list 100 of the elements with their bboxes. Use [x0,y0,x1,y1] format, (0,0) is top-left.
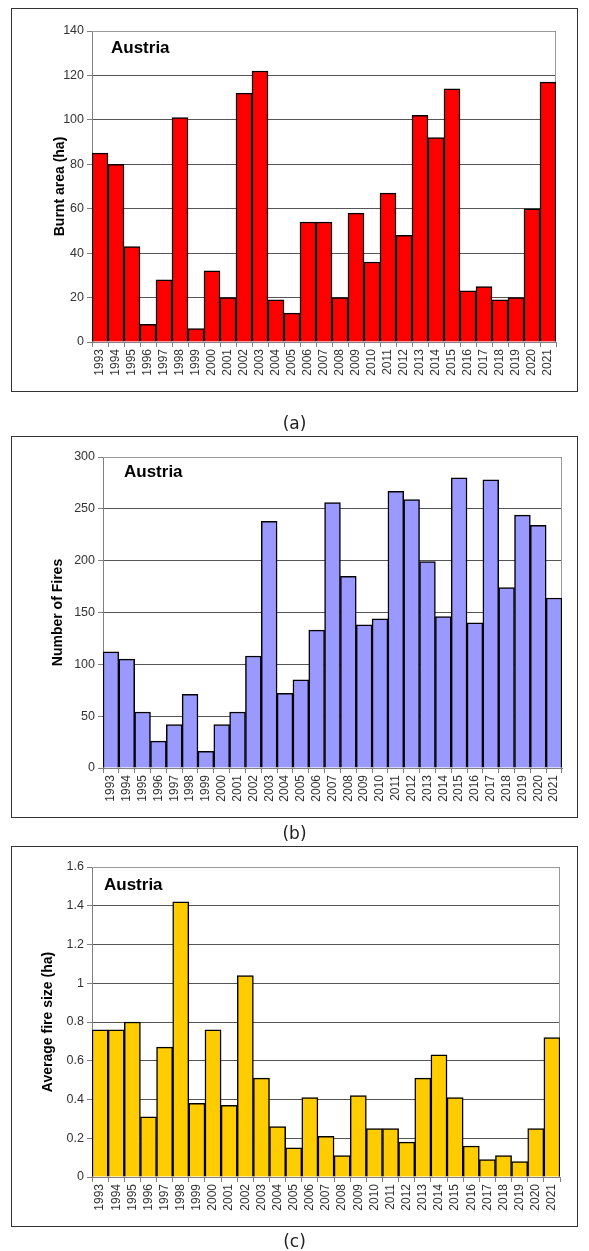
x-tick-label: 2000 [205,1183,220,1211]
x-tick-label: 2001 [220,348,235,376]
x-tick-label: 2003 [253,1183,268,1211]
x-tick-label: 2012 [396,348,411,376]
y-tick-label: 0.4 [66,1091,85,1106]
x-tick-label: 2020 [528,1183,543,1211]
x-tick-label: 1994 [108,1183,123,1211]
x-tick-label: 1998 [182,774,197,802]
x-tick-label: 1996 [140,348,155,376]
x-tick-label: 2014 [431,1183,446,1211]
y-tick-label: 0.8 [66,1014,85,1029]
x-tick-label: 2012 [403,774,418,802]
x-tick-label: 2010 [366,1183,381,1211]
x-tick-label: 2002 [245,774,260,802]
x-tick-label: 1995 [124,348,139,376]
y-tick-label: 300 [74,449,96,464]
x-tick-label: 2018 [492,348,507,376]
x-tick-label: 1995 [134,774,149,802]
x-tick-label: 2015 [447,1183,462,1211]
x-tick-label: 2008 [332,348,347,376]
y-axis-title: Number of Fires [48,558,65,667]
text: (a) [281,412,308,434]
x-tick-label: 2011 [388,774,403,801]
x-tick-label: 1999 [189,1183,204,1211]
x-tick-label: 2016 [467,774,482,802]
x-tick-label: 2012 [399,1183,413,1211]
y-axis-title: Burnt area (ha) [50,136,67,237]
text: (c) [282,1230,307,1251]
x-tick-label: 2004 [268,348,283,376]
y-tick-label: 140 [63,23,85,38]
x-tick-label: 2019 [514,774,529,802]
text: Austria [104,874,164,894]
x-tick-label: 1993 [92,1183,107,1211]
x-tick-label: 2005 [284,348,299,376]
x-tick-label: 2001 [229,774,244,802]
x-tick-label: 2016 [460,348,475,376]
y-tick-label: 1.4 [66,898,85,913]
y-tick-label: 0.6 [66,1053,85,1068]
x-tick-label: 2013 [412,348,427,376]
x-tick-label: 2003 [252,348,267,376]
x-tick-label: 2016 [463,1183,478,1211]
x-tick-label: 2001 [221,1183,236,1211]
x-tick-label: 2011 [382,1183,397,1210]
x-tick-label: 1997 [156,1183,171,1211]
x-tick-label: 2009 [348,348,363,376]
y-tick-label: 50 [81,708,96,723]
y-tick-label: 100 [74,656,96,671]
x-tick-label: 2015 [451,774,466,802]
x-tick-label: 2000 [214,774,229,802]
x-tick-label: 2021 [544,1183,559,1211]
chart-title: Austria [124,461,184,481]
x-tick-label: 2013 [415,1183,430,1211]
x-tick-label: 2006 [308,774,323,802]
x-tick-label: 1997 [166,774,181,802]
x-tick-label: 2021 [546,774,561,802]
x-tick-label: 2010 [372,774,387,802]
x-tick-label: 1997 [156,348,171,376]
x-tick-label: 2018 [495,1183,510,1211]
x-tick-label: 2009 [356,774,371,802]
x-tick-label: 2014 [435,774,450,802]
x-tick-label: 2005 [286,1183,301,1211]
x-tick-label: 1999 [188,348,203,376]
y-tick-label: 1.2 [66,936,85,951]
x-tick-label: 2010 [364,348,379,376]
x-tick-label: 2014 [428,348,443,376]
x-tick-label: 1995 [124,1183,139,1211]
y-tick-label: 100 [63,112,85,127]
x-tick-label: 2020 [524,348,539,376]
x-tick-label: 2017 [479,1183,494,1211]
y-tick-label: 80 [70,156,85,171]
y-tick-label: 0 [77,334,85,349]
y-tick-label: 40 [70,245,85,260]
x-tick-label: 2002 [237,1183,252,1211]
x-tick-label: 2008 [334,1183,349,1211]
x-tick-label: 2017 [483,774,498,802]
x-tick-label: 2013 [419,774,434,802]
y-tick-label: 120 [63,67,85,82]
y-tick-label: 0 [77,1169,85,1184]
y-tick-label: 20 [70,290,85,305]
x-tick-label: 1998 [173,1183,188,1211]
text: (b) [281,822,308,844]
x-tick-label: 2006 [302,1183,317,1211]
x-tick-label: 2004 [277,774,292,802]
x-tick-label: 2005 [293,774,308,802]
x-tick-label: 1996 [150,774,165,802]
y-tick-label: 200 [74,553,96,568]
chart-title: Austria [111,37,171,57]
x-tick-label: 1993 [103,774,118,802]
x-tick-label: 2007 [324,774,339,802]
x-tick-label: 2011 [380,348,395,375]
y-tick-label: 1.6 [66,859,85,874]
x-tick-label: 2006 [300,348,315,376]
x-tick-label: 2004 [269,1183,284,1211]
x-tick-label: 2018 [498,774,513,802]
x-tick-label: 1993 [92,348,107,376]
x-tick-label: 1998 [172,348,187,376]
y-tick-label: 150 [74,604,96,619]
x-tick-label: 2009 [350,1183,365,1211]
y-tick-label: 250 [74,501,96,516]
y-tick-label: 0.2 [66,1130,85,1145]
